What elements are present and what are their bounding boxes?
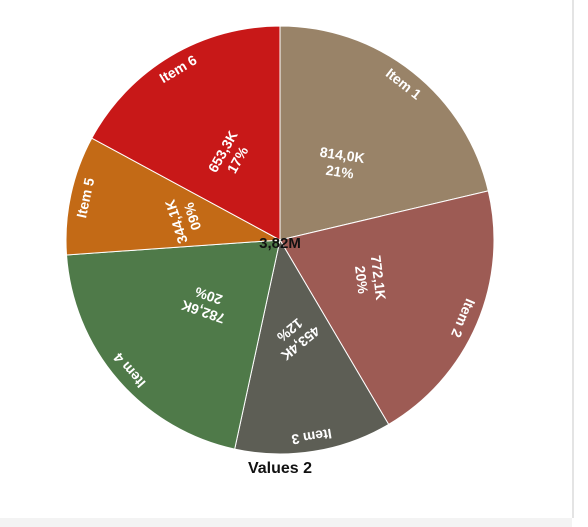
chart-title: Values 2 [248, 460, 312, 477]
pie-slice-3 [234, 238, 390, 455]
pie-slice-2 [279, 190, 495, 426]
slice-percent-label: 21% [325, 162, 356, 182]
slice-name-label: Item 3 [290, 426, 333, 448]
right-margin [572, 0, 588, 527]
total-label: 3,82M [259, 235, 301, 252]
pie-slice-4 [65, 239, 281, 450]
panel-border [572, 0, 574, 518]
pie-slices [65, 25, 495, 455]
pie-slice-6 [91, 25, 281, 241]
pie-slice-5 [65, 137, 282, 256]
pie-slice-1 [279, 25, 489, 241]
slice-value-label: 814,0K [319, 144, 366, 166]
slice-percent-label: 20% [352, 265, 371, 295]
slice-value-label: 772,1K [368, 254, 389, 301]
